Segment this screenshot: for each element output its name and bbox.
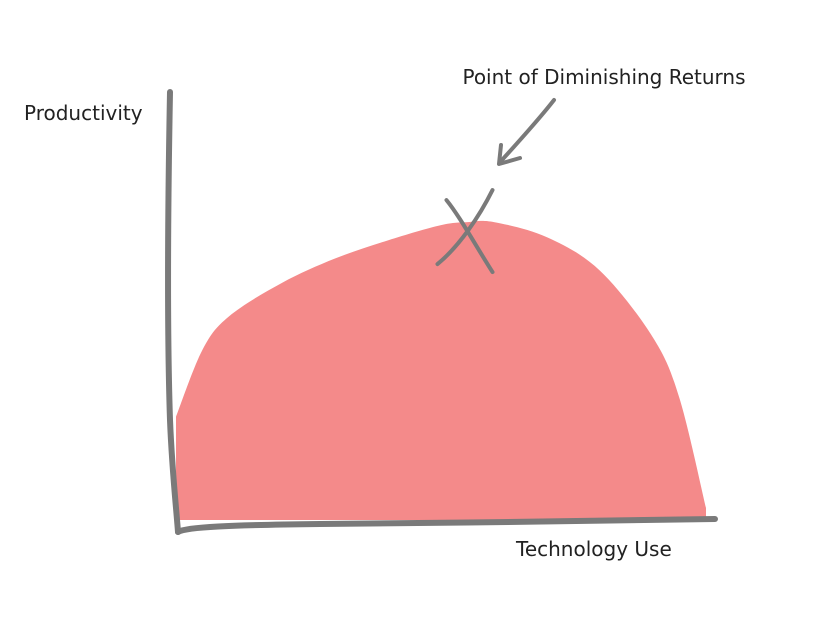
x-axis-line: [175, 516, 718, 535]
cross-stroke-2: [435, 188, 495, 267]
y-axis-line: [165, 89, 181, 535]
area-fill: [176, 220, 706, 520]
annotation-text: Point of Diminishing Returns: [462, 65, 745, 89]
y-axis-label: Productivity: [24, 101, 143, 125]
annotation-arrowhead-icon: [497, 143, 522, 166]
annotation-arrow-shaft: [500, 98, 556, 162]
x-axis-label: Technology Use: [515, 537, 672, 561]
point-marker-cross-icon: [435, 188, 495, 275]
